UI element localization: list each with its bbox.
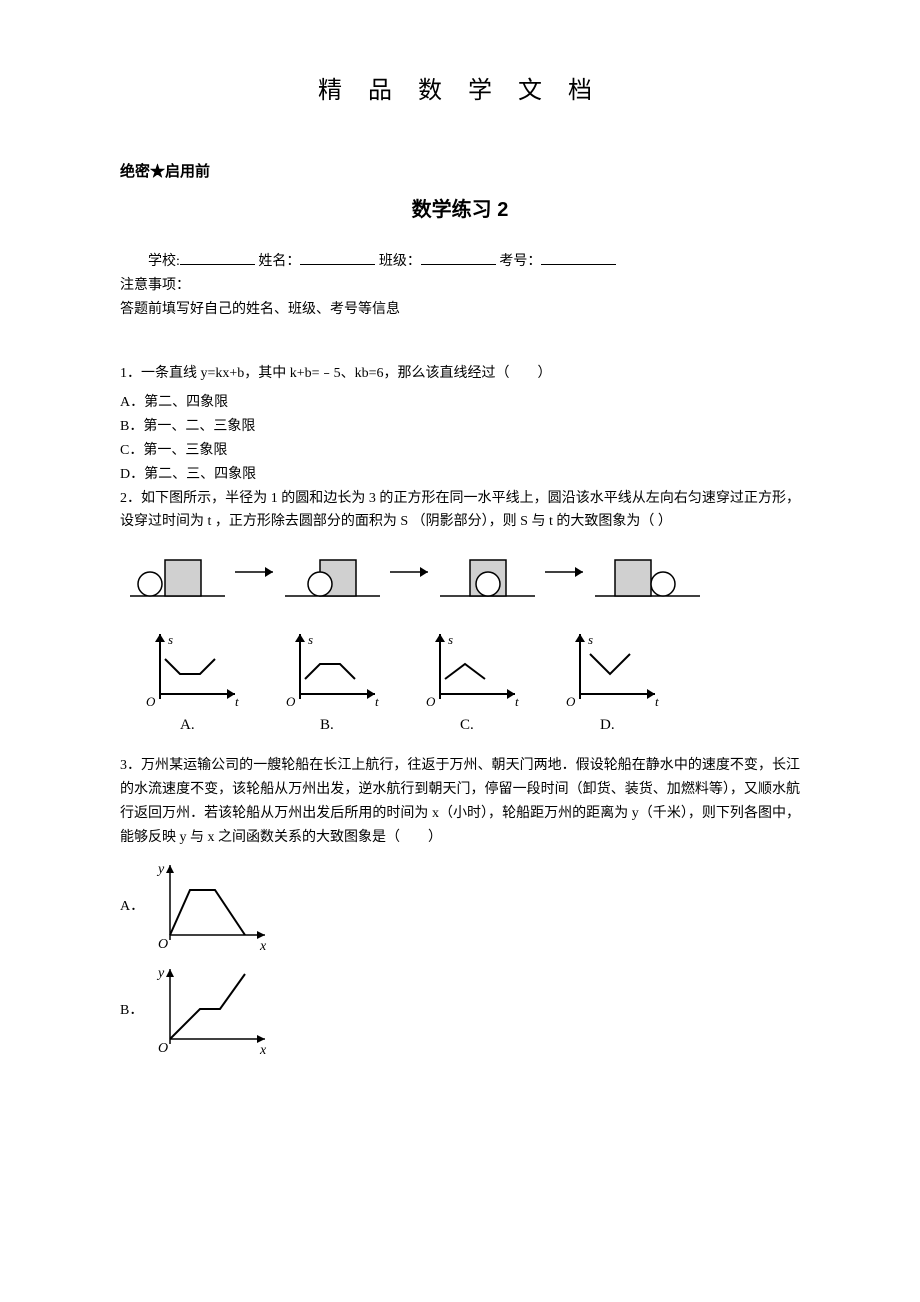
name-label: 姓名： xyxy=(258,254,300,269)
axis-t-label: t xyxy=(375,694,379,709)
axis-t-label: t xyxy=(235,694,239,709)
q2-label-b: B. xyxy=(320,717,334,733)
q1-option-a: A．第二、四象限 xyxy=(120,391,800,415)
q3-a-label: A． xyxy=(120,895,150,915)
examno-label: 考号： xyxy=(499,254,541,269)
q3-option-b: B． y x O xyxy=(120,959,800,1059)
axis-origin: O xyxy=(566,694,576,709)
axis-y-label: y xyxy=(156,966,165,981)
axis-s-label: s xyxy=(448,632,453,647)
doc-brand-header: 精 品 数 学 文 档 xyxy=(120,70,800,105)
q1-option-c: C．第一、三象限 xyxy=(120,439,800,463)
school-label: 学校: xyxy=(148,254,180,269)
name-blank[interactable] xyxy=(300,251,375,265)
examno-blank[interactable] xyxy=(541,251,616,265)
q3-b-label: B． xyxy=(120,999,150,1019)
axis-s-label: s xyxy=(168,632,173,647)
axis-x-label: x xyxy=(259,939,267,954)
q3-option-a: A． y x O xyxy=(120,855,800,955)
q2-figure: s t O s t O xyxy=(120,544,800,734)
secret-label: 绝密★启用前 xyxy=(120,160,800,181)
axis-s-label: s xyxy=(588,632,593,647)
school-blank[interactable] xyxy=(180,251,255,265)
class-blank[interactable] xyxy=(421,251,496,265)
notice-block: 注意事项： 答题前填写好自己的姓名、班级、考号等信息 xyxy=(120,274,800,322)
axis-origin: O xyxy=(146,694,156,709)
axis-t-label: t xyxy=(655,694,659,709)
q2-label-d: D. xyxy=(600,717,615,733)
axis-y-label: y xyxy=(156,862,165,877)
page-title: 数学练习 2 xyxy=(120,193,800,222)
q3-b-graph: y x O xyxy=(150,959,280,1059)
q1-stem: 1．一条直线 y=kx+b，其中 k+b=﹣5、kb=6，那么该直线经过（ ） xyxy=(120,362,800,386)
class-label: 班级： xyxy=(379,254,421,269)
q2-label-c: C. xyxy=(460,717,474,733)
notice-line1: 注意事项： xyxy=(120,274,800,298)
axis-t-label: t xyxy=(515,694,519,709)
q2-label-a: A. xyxy=(180,717,195,733)
axis-origin: O xyxy=(426,694,436,709)
q2-stem: 2．如下图所示，半径为 1 的圆和边长为 3 的正方形在同一水平线上，圆沿该水平… xyxy=(120,487,800,535)
axis-x-label: x xyxy=(259,1043,267,1058)
axis-origin: O xyxy=(286,694,296,709)
q3-stem: 3．万州某运输公司的一艘轮船在长江上航行，往返于万州、朝天门两地．假设轮船在静水… xyxy=(120,754,800,849)
q1-option-d: D．第二、三、四象限 xyxy=(120,463,800,487)
q1-option-b: B．第一、二、三象限 xyxy=(120,415,800,439)
axis-origin: O xyxy=(158,1041,168,1056)
axis-s-label: s xyxy=(308,632,313,647)
axis-origin: O xyxy=(158,937,168,952)
q3-a-graph: y x O xyxy=(150,855,280,955)
student-info-line: 学校: 姓名： 班级： 考号： xyxy=(120,250,800,270)
notice-line2: 答题前填写好自己的姓名、班级、考号等信息 xyxy=(120,298,800,322)
